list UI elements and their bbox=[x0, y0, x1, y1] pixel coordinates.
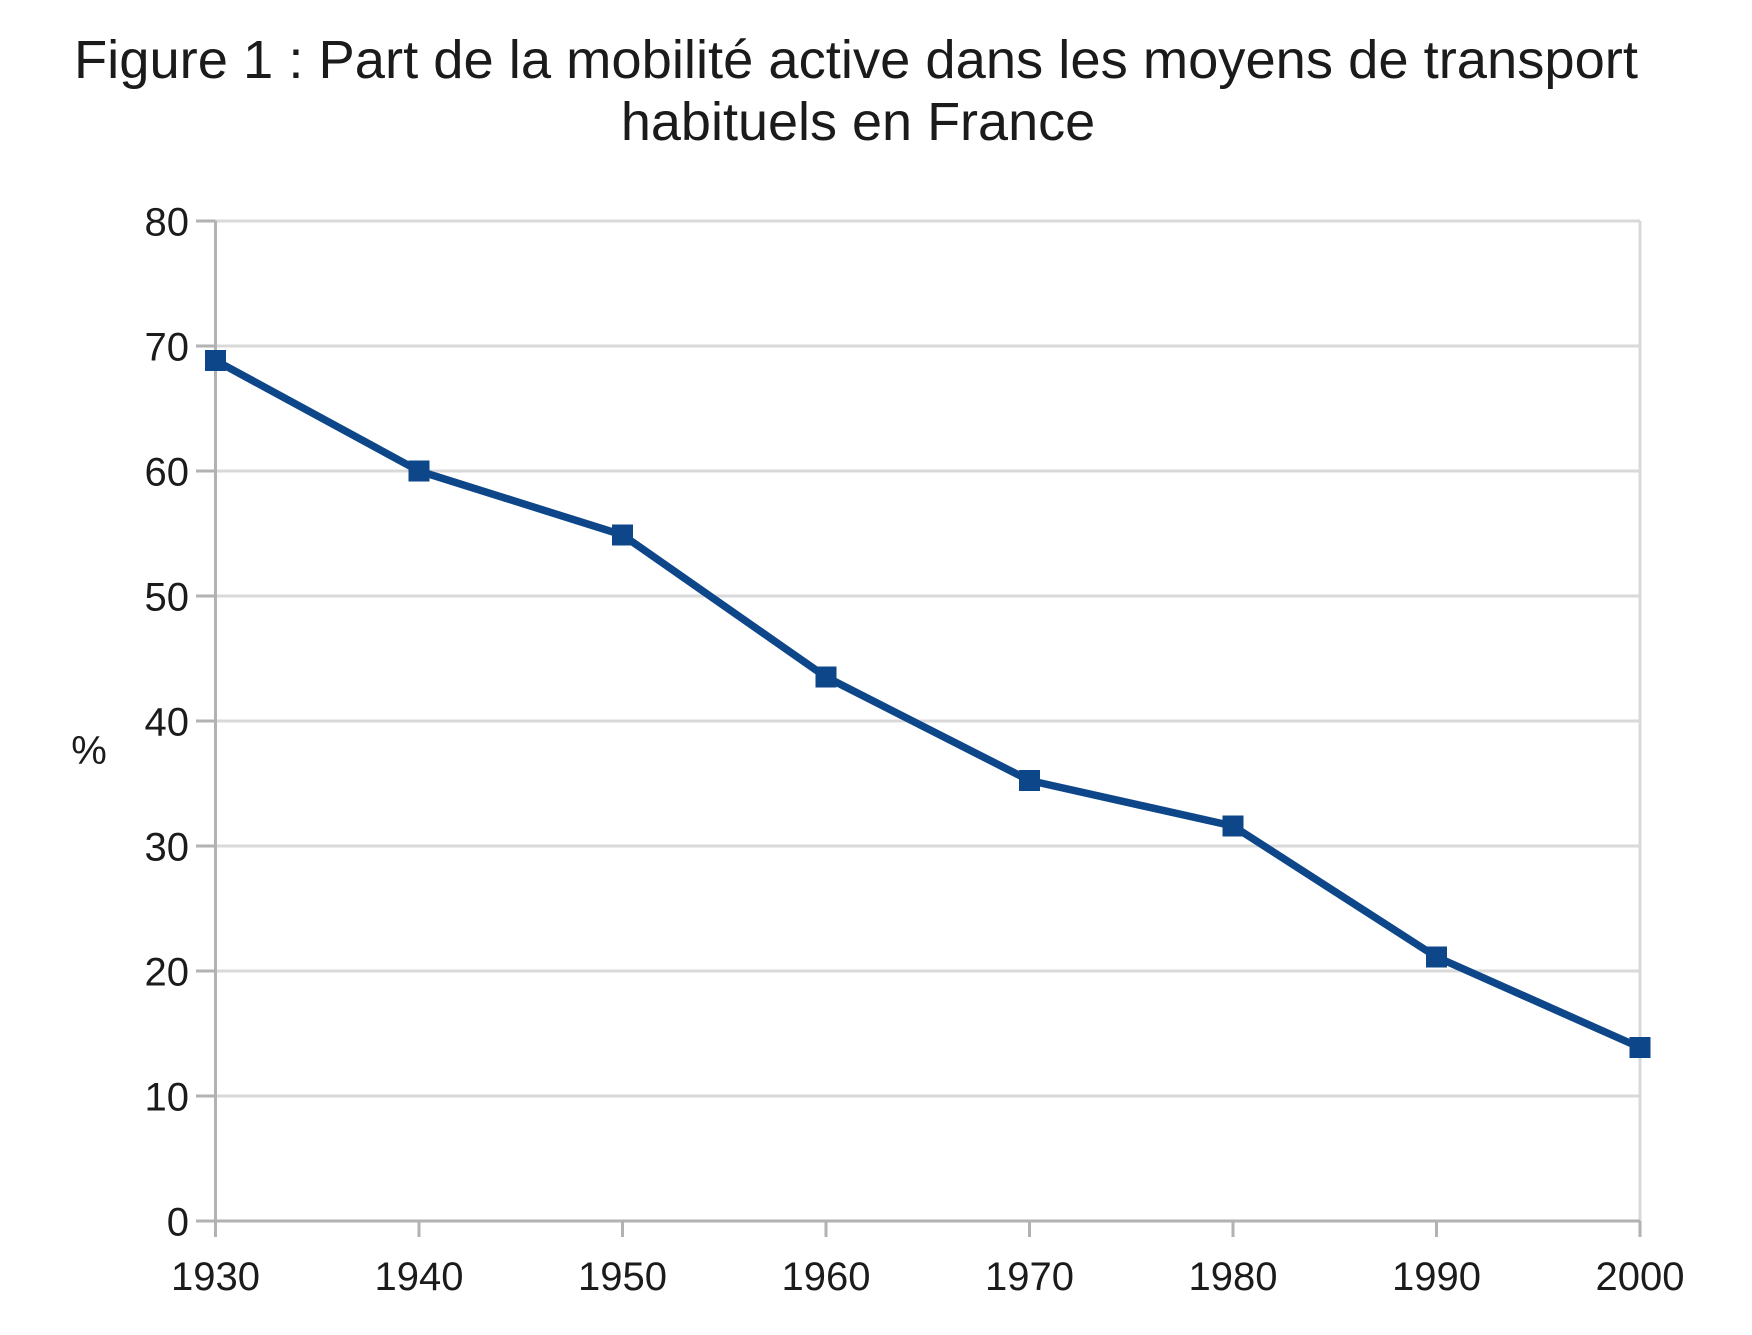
svg-text:60: 60 bbox=[145, 451, 190, 495]
svg-text:1930: 1930 bbox=[171, 1255, 260, 1299]
svg-text:40: 40 bbox=[145, 701, 190, 745]
svg-text:2000: 2000 bbox=[1596, 1255, 1685, 1299]
svg-text:80: 80 bbox=[145, 201, 190, 245]
svg-text:1980: 1980 bbox=[1189, 1255, 1278, 1299]
svg-text:70: 70 bbox=[145, 326, 190, 370]
svg-text:1940: 1940 bbox=[375, 1255, 464, 1299]
svg-text:%: % bbox=[71, 729, 107, 773]
svg-text:habituels en France: habituels en France bbox=[621, 92, 1095, 152]
svg-text:1960: 1960 bbox=[782, 1255, 871, 1299]
svg-text:0: 0 bbox=[167, 1201, 189, 1245]
svg-text:30: 30 bbox=[145, 826, 190, 870]
svg-text:1990: 1990 bbox=[1392, 1255, 1481, 1299]
svg-text:10: 10 bbox=[145, 1076, 190, 1120]
svg-text:1950: 1950 bbox=[578, 1255, 667, 1299]
svg-text:1970: 1970 bbox=[985, 1255, 1074, 1299]
svg-text:50: 50 bbox=[145, 576, 190, 620]
svg-text:20: 20 bbox=[145, 951, 190, 995]
svg-text:Figure 1 : Part de la mobilité: Figure 1 : Part de la mobilité active da… bbox=[74, 30, 1638, 90]
